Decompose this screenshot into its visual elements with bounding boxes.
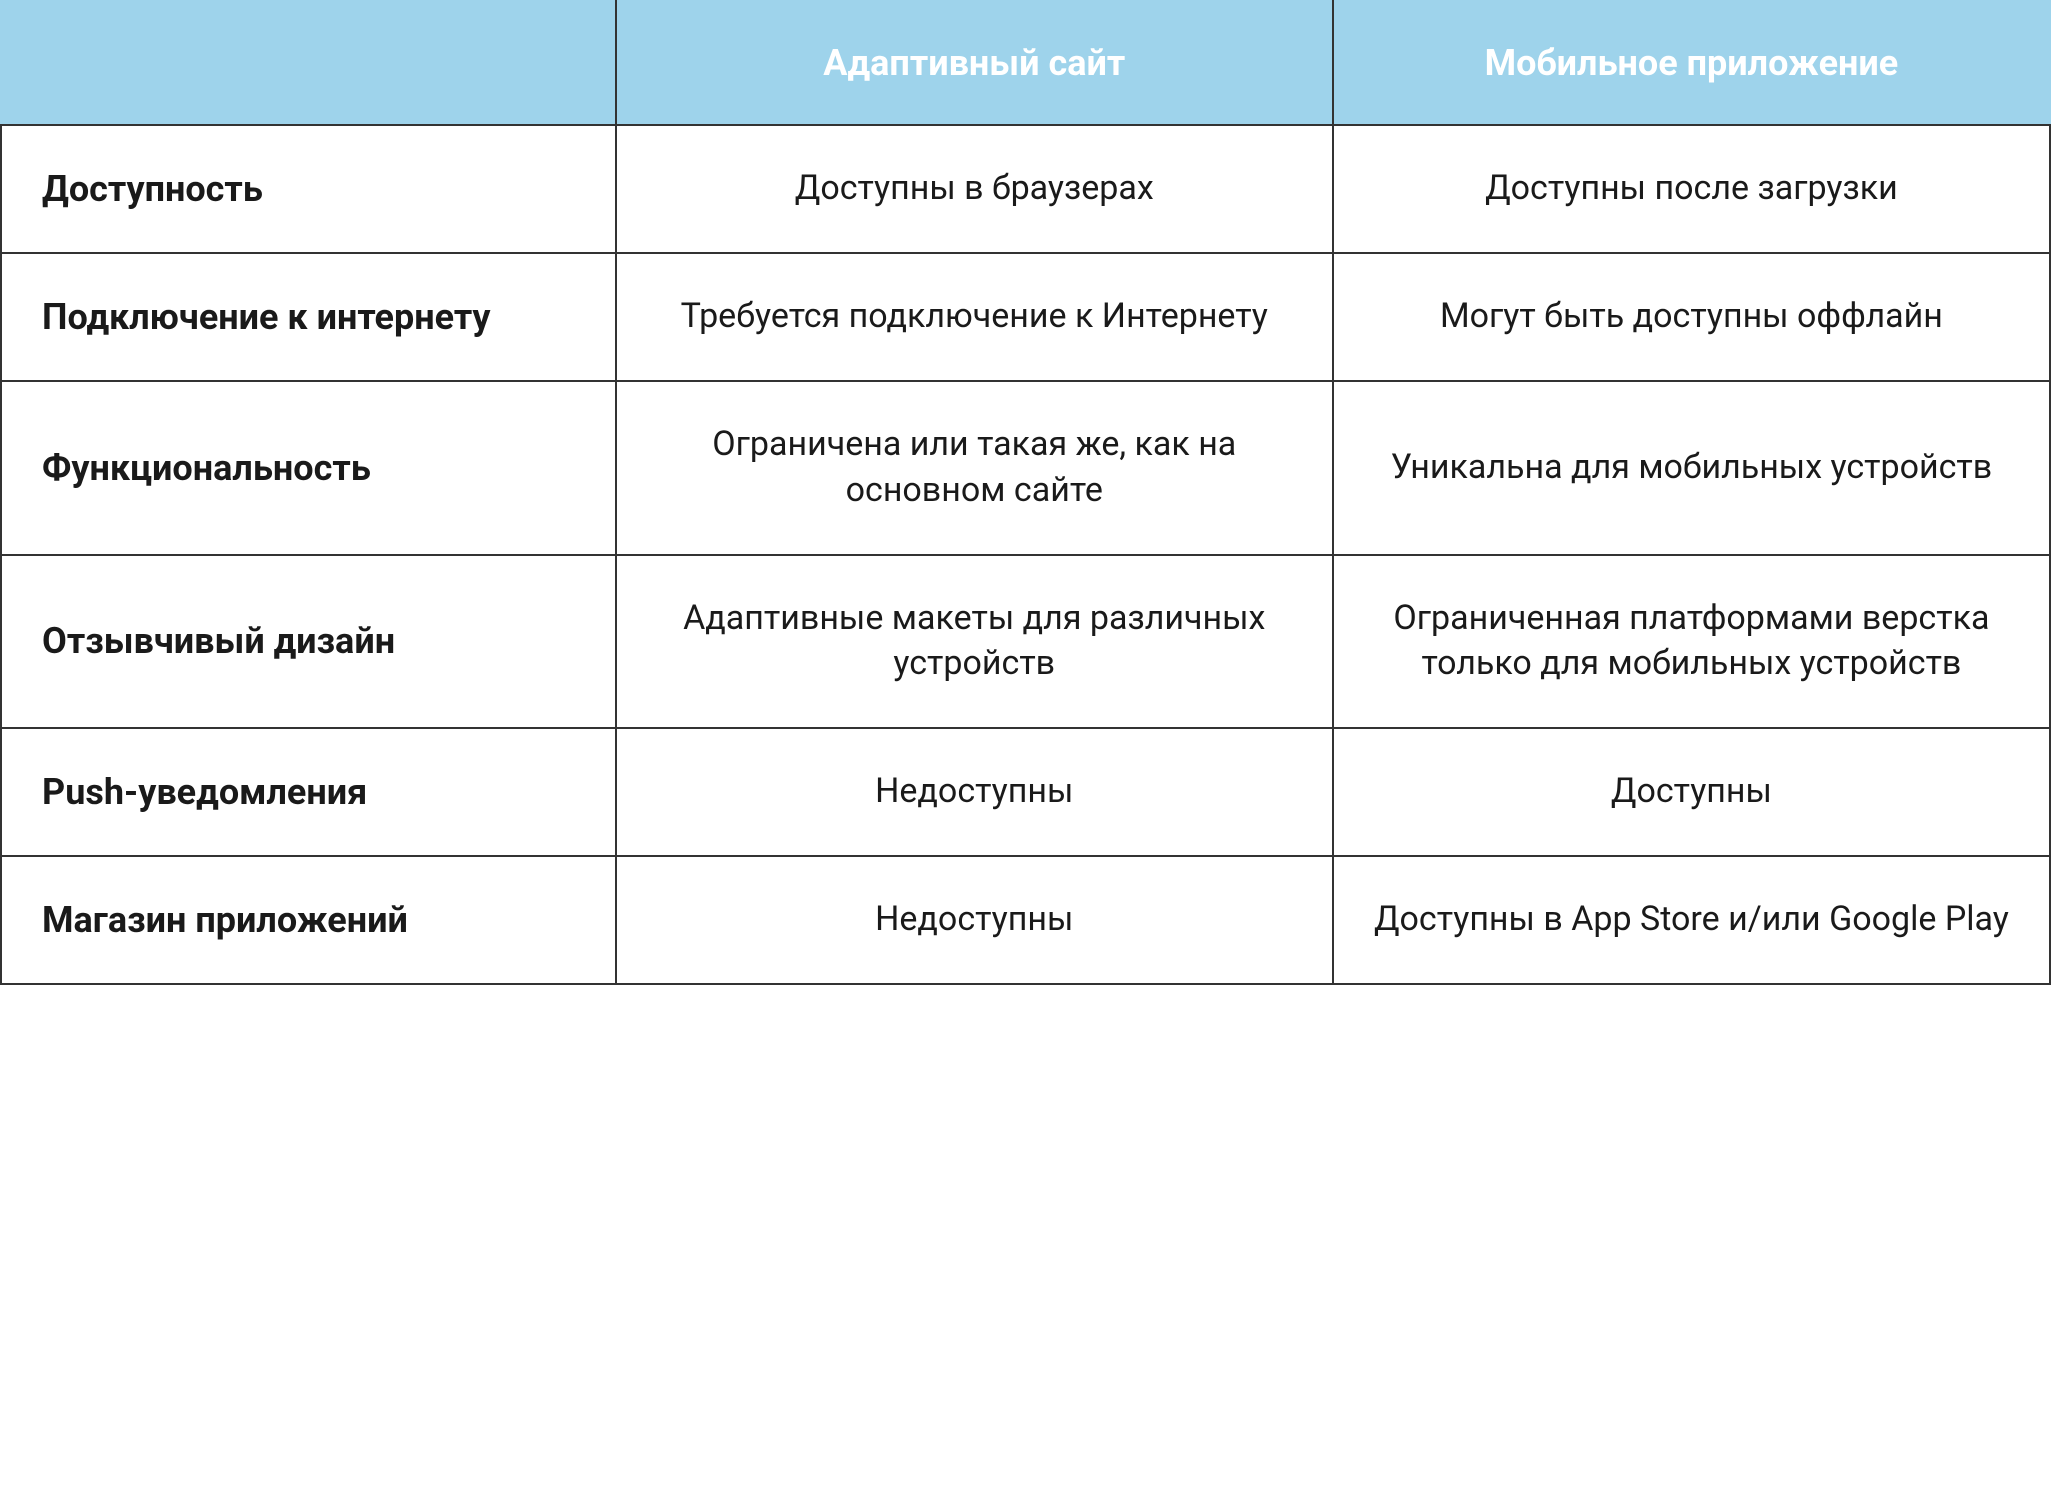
data-cell: Ограниченная платформами верстка только … <box>1333 555 2050 729</box>
data-cell: Адаптивные макеты для различных устройст… <box>616 555 1333 729</box>
row-label: Отзывчивый дизайн <box>1 555 616 729</box>
table-row: Подключение к интернету Требуется подклю… <box>1 253 2050 381</box>
table-row: Доступность Доступны в браузерах Доступн… <box>1 125 2050 253</box>
data-cell: Требуется подключение к Интернету <box>616 253 1333 381</box>
data-cell: Доступны в браузерах <box>616 125 1333 253</box>
row-label: Подключение к интернету <box>1 253 616 381</box>
row-label: Магазин приложений <box>1 856 616 984</box>
data-cell: Могут быть доступны оффлайн <box>1333 253 2050 381</box>
table-row: Магазин приложений Недоступны Доступны в… <box>1 856 2050 984</box>
data-cell: Ограничена или такая же, как на основном… <box>616 381 1333 555</box>
table-row: Функциональность Ограничена или такая же… <box>1 381 2050 555</box>
table-row: Push-уведомления Недоступны Доступны <box>1 728 2050 856</box>
header-col-2: Мобильное приложение <box>1333 1 2050 125</box>
table-row: Отзывчивый дизайн Адаптивные макеты для … <box>1 555 2050 729</box>
header-col-1: Адаптивный сайт <box>616 1 1333 125</box>
header-blank-cell <box>1 1 616 125</box>
row-label: Push-уведомления <box>1 728 616 856</box>
row-label: Функциональность <box>1 381 616 555</box>
data-cell: Доступны в App Store и/или Google Play <box>1333 856 2050 984</box>
data-cell: Доступны после загрузки <box>1333 125 2050 253</box>
data-cell: Недоступны <box>616 856 1333 984</box>
data-cell: Уникальна для мобильных устройств <box>1333 381 2050 555</box>
table-header-row: Адаптивный сайт Мобильное приложение <box>1 1 2050 125</box>
row-label: Доступность <box>1 125 616 253</box>
comparison-table: Адаптивный сайт Мобильное приложение Дос… <box>0 0 2051 985</box>
data-cell: Доступны <box>1333 728 2050 856</box>
data-cell: Недоступны <box>616 728 1333 856</box>
